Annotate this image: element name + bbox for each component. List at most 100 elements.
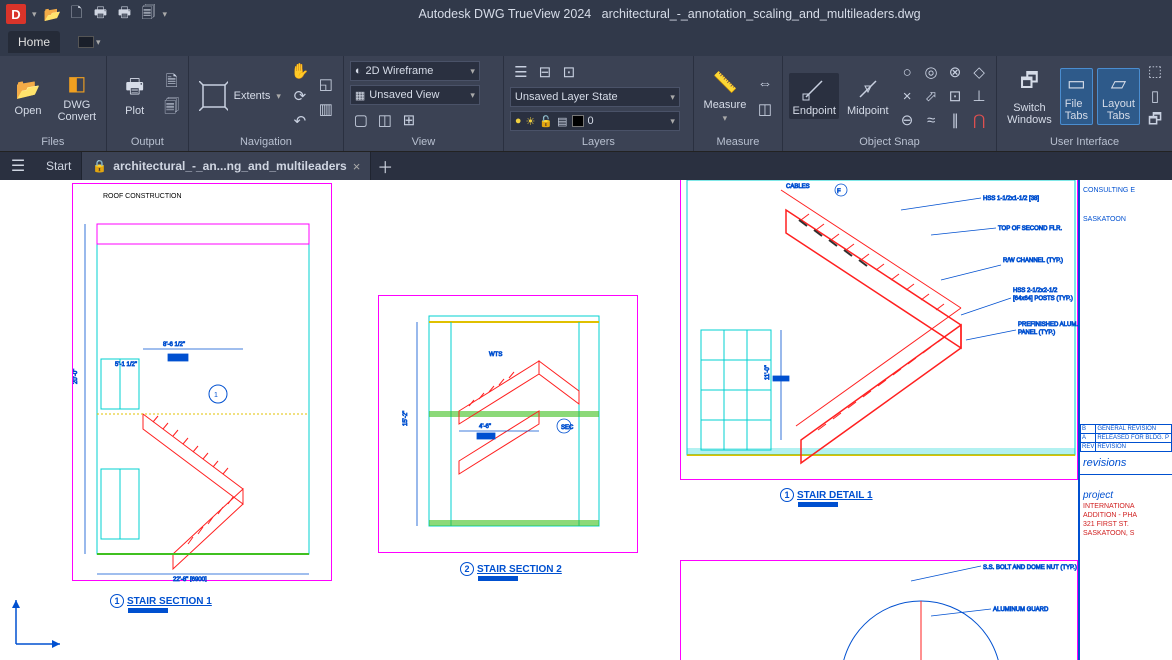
svg-text:ALUMINUM GUARD: ALUMINUM GUARD [993,607,1049,613]
extents-button[interactable]: Extents ▾ [195,79,285,113]
snap-perp-icon[interactable]: ⊥ [968,85,990,107]
plot-button[interactable]: 🖶 Plot [113,73,157,119]
svg-text:F: F [837,189,841,195]
tab-file[interactable]: 🔒 architectural_-_an...ng_and_multileade… [82,152,371,180]
layer-name-value: 0 [588,115,594,127]
area-icon[interactable]: ◫ [754,98,776,120]
file-tabs-button[interactable]: ▭ File Tabs [1060,68,1093,125]
pan-icon[interactable]: ✋ [289,60,311,82]
open-button[interactable]: 📂 Open [6,73,50,119]
viewport-join-icon[interactable]: ◫ [374,109,396,131]
midpoint-button[interactable]: Midpoint [843,73,892,119]
snap-center-icon[interactable]: ○ [896,61,918,83]
ucs-icon [8,592,68,652]
layer-filter-icon[interactable]: ⊡ [558,61,580,83]
page-setup-icon[interactable]: 🗎 [161,73,183,95]
viewport-stair-section-2: 15'-2" WTS 4'-6" SEC [378,295,638,553]
snap-intersect-icon[interactable]: × [896,85,918,107]
panel-ui-title: User Interface [1003,134,1166,151]
drawing-canvas[interactable]: ROOF CONSTRUCTION 20'-0" 22'-8" [6900] 8 [0,180,1172,660]
orbit-icon[interactable]: ⟳ [289,85,311,107]
layout-tabs-label: Layout Tabs [1102,98,1135,122]
close-icon[interactable]: × [353,159,361,174]
cube-icon[interactable]: ◱ [315,73,337,95]
measure-button[interactable]: 📏 Measure ▾ [700,67,750,126]
layer-states-icon[interactable]: ⊟ [534,61,556,83]
callout-stair-section-1: 1 STAIR SECTION 1 [110,594,212,608]
app-icon-dropdown[interactable]: ▾ [32,9,37,20]
layout-tabs-button[interactable]: ▱ Layout Tabs [1097,68,1140,125]
zoom-back-icon[interactable]: ↶ [289,110,311,132]
viewport-single-icon[interactable]: ▢ [350,109,372,131]
tb-consulting: CONSULTING E [1080,186,1172,195]
distance-icon[interactable]: ⇔ [754,73,776,95]
lock-icon: 🔓 [539,115,553,128]
save-icon[interactable]: 🗋 [67,4,87,24]
snap-insertion-icon[interactable]: ⊡ [944,85,966,107]
navbar-icon[interactable]: ▥ [315,98,337,120]
tb-project-label: project [1080,489,1172,502]
viewport-config-icon[interactable]: ⊞ [398,109,420,131]
ruler-icon: 📏 [711,69,739,97]
callout-1-bar [128,608,168,613]
tb-proj-2: 321 FIRST ST. [1080,520,1172,529]
switch-windows-button[interactable]: 🗗 Switch Windows [1003,64,1056,128]
tab-menu-icon[interactable]: ☰ [0,156,36,176]
snap-node-icon[interactable]: ⊗ [944,61,966,83]
panel-output: 🖶 Plot 🗎 🗐 Output [107,56,189,151]
snap-none-icon[interactable]: ⋂ [968,109,990,131]
new-tab-button[interactable]: ＋ [371,154,399,178]
batch-print-icon[interactable]: 🗐 [139,4,159,24]
endpoint-icon [800,75,828,103]
callout-2-bar [478,576,518,581]
panel-files-title: Files [6,134,100,151]
endpoint-button[interactable]: Endpoint [789,73,839,119]
snap-parallel-icon[interactable]: ∥ [944,109,966,131]
tab-start[interactable]: Start [36,152,82,180]
sphere-icon: ◐ [355,65,362,77]
panel-osnap: Endpoint Midpoint ○ ◎ ⊗ ◇ × ⬀ ⊡ ⊥ ⊖ ≈ ∥ … [783,56,997,151]
callout-3-num: 1 [780,488,794,502]
snap-extension-icon[interactable]: ⬀ [920,85,942,107]
layer-dropdown[interactable]: ● ☀ 🔓 ▤ 0 [510,111,680,131]
print-icon[interactable]: 🖶 [91,4,111,24]
sun-icon: ☀ [526,115,536,128]
appearance-dropdown[interactable]: ▾ [78,36,101,48]
revision-table: BGENERAL REVISION ARELEASED FOR BLDG. P … [1080,424,1172,452]
switch-windows-label: Switch Windows [1007,102,1052,126]
panel-view-title: View [350,134,497,151]
callout-3-bar [798,502,838,507]
panel-measure: 📏 Measure ▾ ⇔ ◫ Measure [694,56,783,151]
endpoint-label: Endpoint [792,105,835,117]
home-tab[interactable]: Home [8,31,60,53]
tile-v-icon[interactable]: ▯ [1144,85,1166,107]
svg-text:S.S. BOLT AND DOME NUT (TYP.): S.S. BOLT AND DOME NUT (TYP.) [983,565,1077,571]
layout-tabs-icon: ▱ [1111,71,1126,96]
svg-text:WTS: WTS [489,352,502,358]
snap-geo-icon[interactable]: ◎ [920,61,942,83]
snap-tangent-icon[interactable]: ⊖ [896,109,918,131]
snap-quadrant-icon[interactable]: ◇ [968,61,990,83]
snap-nearest-icon[interactable]: ≈ [920,109,942,131]
panel-osnap-title: Object Snap [789,134,990,151]
svg-text:8'-6 1/2": 8'-6 1/2" [163,342,185,348]
cascade-icon[interactable]: 🗗 [1144,110,1166,132]
tb-city: SASKATOON [1080,215,1172,224]
midpoint-icon [854,75,882,103]
svg-text:HSS 1-1/2x1-1/2 [38]: HSS 1-1/2x1-1/2 [38] [983,196,1039,202]
open-icon[interactable]: 📂 [43,4,63,24]
tile-h-icon[interactable]: ⬚ [1144,60,1166,82]
layer-props-icon[interactable]: ☰ [510,61,532,83]
print-preview-icon[interactable]: 🖶 [115,4,135,24]
visual-style-dropdown[interactable]: ◐ 2D Wireframe [350,61,480,81]
layer-state-dropdown[interactable]: Unsaved Layer State [510,87,680,107]
svg-text:R/W CHANNEL (TYP.): R/W CHANNEL (TYP.) [1003,258,1063,264]
svg-text:HSS 2-1/2x2-1/2: HSS 2-1/2x2-1/2 [1013,288,1058,294]
lock-icon: 🔒 [92,159,107,173]
dwg-convert-button[interactable]: ◧ DWG Convert [54,67,100,125]
named-view-dropdown[interactable]: ▦ Unsaved View [350,85,480,105]
svg-text:5'-1 1/2": 5'-1 1/2" [115,362,137,368]
panel-output-title: Output [113,134,182,151]
batch-plot-icon[interactable]: 🗐 [161,98,183,120]
title-bar: D ▾ 📂 🗋 🖶 🖶 🗐 ▾ Autodesk DWG TrueView 20… [0,0,1172,28]
